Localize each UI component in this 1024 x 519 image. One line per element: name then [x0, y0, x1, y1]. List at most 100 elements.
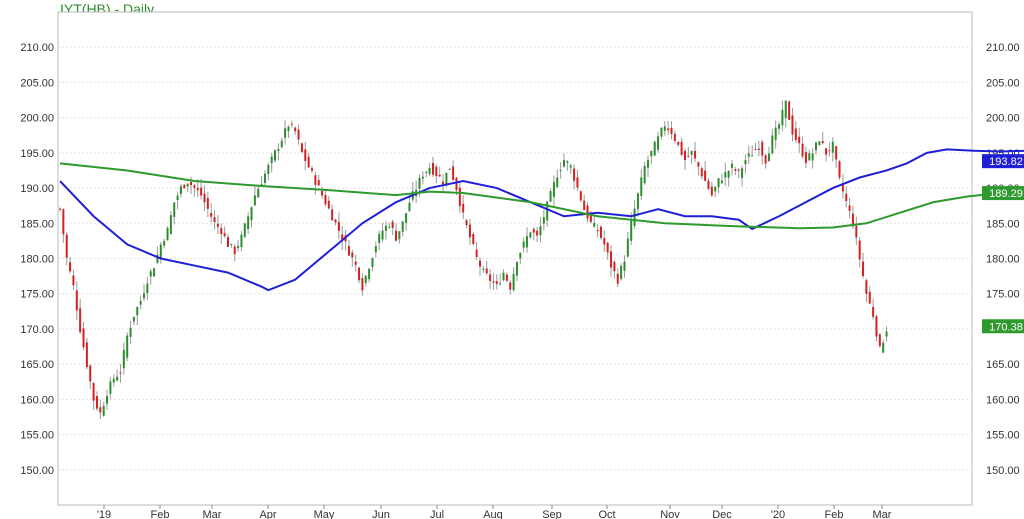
candle-body [620, 266, 623, 280]
candle-body [623, 261, 626, 271]
y-tick-label-right: 150.00 [986, 465, 1020, 477]
candle-body [596, 230, 599, 232]
candle-body [663, 126, 666, 131]
candle-body [253, 195, 256, 206]
candle-body [613, 261, 616, 272]
candle-body [398, 231, 401, 240]
candle-body [536, 230, 539, 236]
candle-body [804, 152, 807, 163]
candle-body [176, 195, 179, 201]
candle-body [146, 283, 149, 294]
y-tick-label-left: 155.00 [20, 430, 54, 442]
candle-body [324, 194, 327, 205]
candle-body [526, 236, 529, 248]
candle-body [704, 170, 707, 181]
candle-body [351, 252, 354, 258]
candle-body [378, 234, 381, 243]
candle-body [616, 273, 619, 284]
x-tick-label: Dec [712, 509, 732, 519]
candle-body [112, 378, 115, 383]
moving-average-line-2 [59, 162, 1024, 230]
candle-body [156, 254, 159, 263]
candle-body [529, 232, 532, 238]
candle-body [519, 252, 522, 259]
candle-body [129, 327, 132, 337]
candle-body [405, 213, 408, 223]
candle-body [82, 328, 85, 348]
candle-body [428, 167, 431, 174]
candle-body [277, 148, 280, 151]
candle-body [841, 183, 844, 192]
candle-body [573, 168, 576, 181]
candle-body [818, 141, 821, 145]
candle-body [190, 182, 193, 186]
candle-body [583, 200, 586, 211]
last-price-label: 170.38 [989, 321, 1023, 333]
candle-body [798, 136, 801, 144]
candle-body [512, 273, 515, 291]
candle-body [213, 217, 216, 222]
candle-body [472, 234, 475, 244]
candle-body [630, 220, 633, 241]
candle-body [754, 149, 757, 151]
candle-body [633, 208, 636, 226]
candle-body [186, 183, 189, 187]
candle-body [354, 261, 357, 265]
candle-body [502, 272, 505, 281]
candle-body [163, 241, 166, 246]
candle-body [179, 186, 182, 194]
candle-body [307, 156, 310, 168]
candle-body [371, 258, 374, 267]
candle-body [203, 193, 206, 203]
candle-body [579, 191, 582, 201]
candle-body [425, 171, 428, 173]
candle-body [532, 229, 535, 233]
y-tick-label-left: 190.00 [20, 183, 54, 195]
last-price-badge [982, 319, 1024, 334]
candle-body [872, 306, 875, 317]
candle-body [509, 282, 512, 290]
candle-body [831, 141, 834, 153]
candle-body [136, 307, 139, 316]
candle-body [851, 213, 854, 227]
candle-body [59, 208, 61, 210]
candle-body [216, 223, 219, 227]
y-tick-label-left: 150.00 [20, 465, 54, 477]
candle-body [92, 383, 95, 401]
candle-body [321, 190, 324, 196]
moving-average-line-1 [59, 148, 1024, 292]
candle-body [79, 308, 82, 333]
candle-body [680, 141, 683, 155]
candle-body [865, 280, 868, 294]
candle-body [569, 165, 572, 168]
candle-body [700, 168, 703, 177]
candle-body [549, 191, 552, 202]
candle-body [314, 175, 317, 185]
candle-body [492, 281, 495, 283]
candle-body [811, 153, 814, 161]
candle-body [143, 293, 145, 299]
candle-body [660, 127, 663, 137]
candle-body [650, 150, 653, 157]
x-tick-label: May [314, 509, 335, 519]
candle-body [274, 150, 277, 161]
candle-body [431, 162, 434, 175]
candle-body [697, 162, 700, 167]
candle-body [153, 268, 156, 277]
candle-body [868, 291, 871, 304]
x-tick-label: Apr [259, 509, 276, 519]
candle-body [227, 237, 229, 247]
candle-body [667, 128, 670, 131]
candle-body [683, 150, 686, 161]
candle-body [744, 160, 747, 165]
candle-body [640, 177, 643, 196]
candle-body [89, 365, 92, 382]
candle-body [297, 129, 300, 140]
y-tick-label-right: 155.00 [986, 430, 1020, 442]
candle-body [522, 241, 525, 248]
candle-body [626, 238, 629, 257]
candle-body [401, 221, 404, 232]
candle-body [347, 246, 350, 256]
candle-body [132, 316, 135, 322]
y-tick-label-left: 175.00 [20, 289, 54, 301]
